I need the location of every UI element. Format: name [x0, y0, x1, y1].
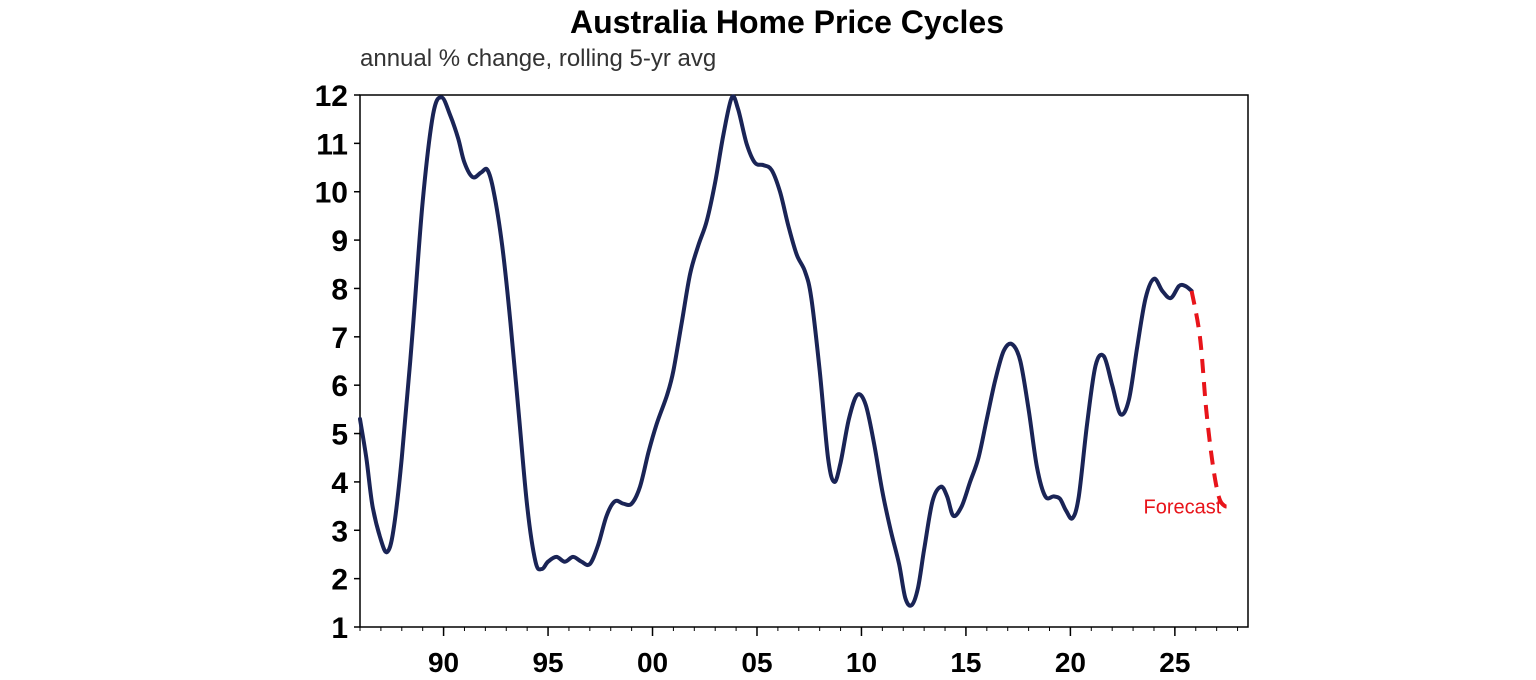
series-line-home-prices [358, 94, 1194, 608]
forecast-annotation: Forecast [1144, 496, 1222, 518]
series-line-forecast [1189, 290, 1232, 509]
x-tick-label: 05 [741, 647, 772, 678]
y-tick-label: 9 [331, 225, 348, 258]
y-tick-label: 10 [315, 177, 348, 210]
x-tick-label: 15 [950, 647, 981, 678]
chart-title: Australia Home Price Cycles [570, 4, 1004, 40]
x-tick-label: 90 [428, 647, 459, 678]
y-tick-label: 11 [316, 128, 348, 161]
x-tick-label: 10 [846, 647, 877, 678]
chart-subtitle: annual % change, rolling 5-yr avg [360, 45, 716, 72]
y-tick-label: 6 [331, 370, 348, 403]
y-tick-label: 4 [331, 467, 348, 500]
y-tick-label: 1 [331, 612, 348, 645]
plot-frame [359, 94, 1249, 628]
y-tick-label: 8 [331, 273, 348, 306]
y-tick-label: 7 [331, 322, 348, 355]
x-tick-label: 95 [532, 647, 563, 678]
x-tick-label: 20 [1055, 647, 1086, 678]
x-tick-label: 00 [637, 647, 668, 678]
y-tick-label: 3 [331, 515, 348, 548]
x-tick-label: 25 [1159, 647, 1190, 678]
y-tick-label: 2 [331, 564, 348, 597]
y-tick-label: 12 [315, 80, 348, 113]
y-tick-label: 5 [331, 419, 348, 452]
